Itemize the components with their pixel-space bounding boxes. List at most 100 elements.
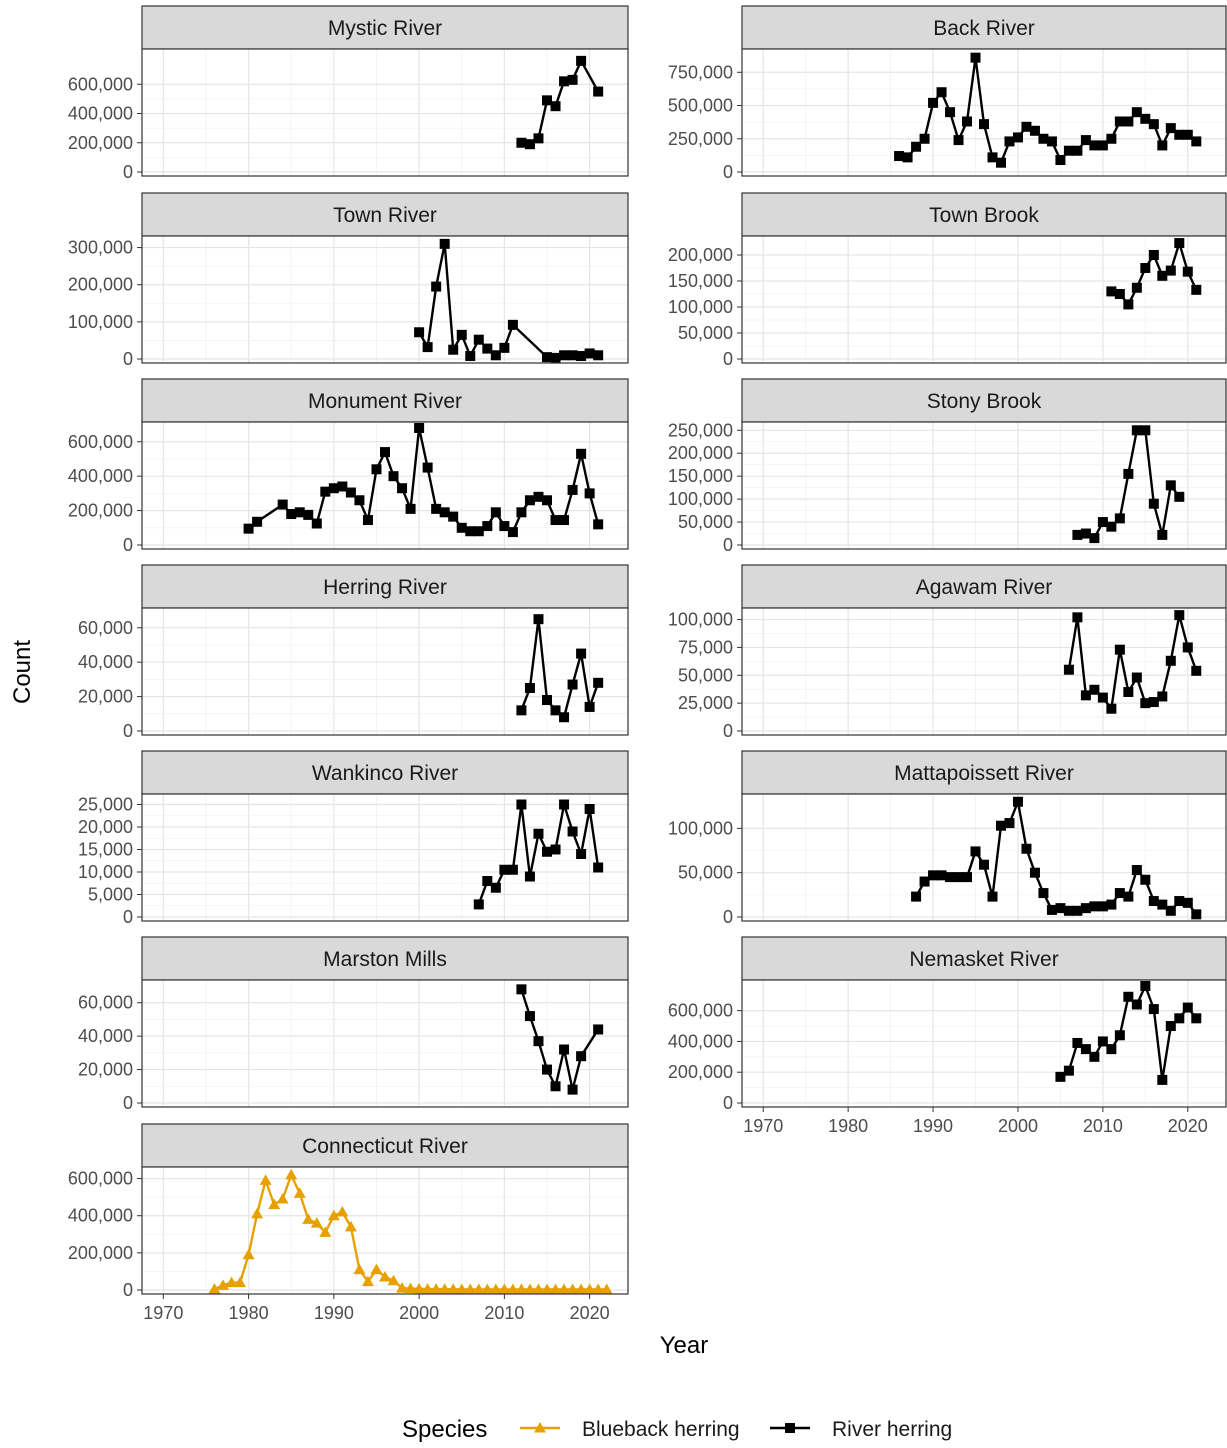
data-point bbox=[456, 522, 467, 533]
data-point bbox=[473, 899, 484, 910]
data-point bbox=[302, 1213, 315, 1224]
y-tick-label-nemasket-river: 0 bbox=[723, 1093, 733, 1113]
plot-area-agawam-river bbox=[742, 608, 1226, 735]
data-point bbox=[1174, 896, 1185, 907]
data-point bbox=[243, 523, 254, 534]
data-point bbox=[1131, 672, 1142, 683]
panel-border-agawam-river bbox=[741, 607, 1227, 736]
y-tick-label-herring-river: 60,000 bbox=[78, 618, 133, 638]
data-point bbox=[252, 516, 263, 527]
data-point bbox=[259, 1174, 272, 1185]
data-point bbox=[584, 488, 595, 499]
y-tick-label-town-river: 300,000 bbox=[68, 238, 133, 258]
y-tick-label-herring-river: 40,000 bbox=[78, 652, 133, 672]
markers-mattapoissett-river bbox=[911, 796, 1202, 920]
y-tick-label-town-brook: 100,000 bbox=[668, 297, 733, 317]
data-point bbox=[472, 1283, 485, 1294]
data-point bbox=[388, 471, 399, 482]
data-point bbox=[490, 350, 501, 361]
data-point bbox=[1165, 655, 1176, 666]
strip-title-marston-mills: Marston Mills bbox=[323, 948, 447, 971]
data-point bbox=[1174, 238, 1185, 249]
data-point bbox=[1097, 1036, 1108, 1047]
data-point bbox=[970, 846, 981, 857]
data-point bbox=[532, 1283, 545, 1294]
data-point bbox=[431, 503, 442, 514]
data-point bbox=[499, 521, 510, 532]
data-point bbox=[995, 820, 1006, 831]
data-point bbox=[1097, 517, 1108, 528]
data-point bbox=[1131, 425, 1142, 436]
data-point bbox=[523, 1283, 536, 1294]
data-point bbox=[303, 509, 314, 520]
data-point bbox=[1114, 116, 1125, 127]
data-point bbox=[953, 135, 964, 146]
y-tick-label-herring-river: 0 bbox=[123, 721, 133, 741]
y-tick-label-town-brook: 200,000 bbox=[668, 245, 733, 265]
data-point bbox=[225, 1276, 238, 1288]
strip-monument-river bbox=[141, 378, 629, 423]
legend: Species Blueback herring River herring bbox=[402, 1416, 952, 1443]
data-point bbox=[431, 281, 442, 292]
plot-area-herring-river bbox=[142, 608, 628, 735]
data-point bbox=[1191, 665, 1202, 676]
data-point bbox=[1148, 896, 1159, 907]
data-point bbox=[1191, 1013, 1202, 1024]
panel-herring-river: Herring River 0 20,000 40,000 60,000 bbox=[78, 564, 629, 741]
data-point bbox=[311, 518, 322, 529]
strip-wankinco-river bbox=[141, 750, 629, 795]
x-tick-label-nemasket-river: 1990 bbox=[913, 1116, 953, 1136]
legend-key-marker bbox=[534, 1422, 546, 1433]
y-tick-label-wankinco-river: 15,000 bbox=[78, 840, 133, 860]
data-point bbox=[1046, 136, 1057, 147]
strip-title-monument-river: Monument River bbox=[308, 390, 462, 413]
y-tick-label-mattapoissett-river: 0 bbox=[723, 907, 733, 927]
data-point bbox=[1123, 299, 1134, 310]
strip-mystic-river bbox=[141, 5, 629, 50]
y-tick-label-town-river: 200,000 bbox=[68, 275, 133, 295]
data-point bbox=[1165, 480, 1176, 491]
data-point bbox=[962, 872, 973, 883]
data-point bbox=[482, 343, 493, 354]
y-tick-label-town-brook: 0 bbox=[723, 349, 733, 369]
data-point bbox=[953, 872, 964, 883]
strip-herring-river bbox=[141, 564, 629, 609]
y-tick-label-mystic-river: 0 bbox=[123, 162, 133, 182]
data-point bbox=[1114, 513, 1125, 524]
data-point bbox=[1174, 610, 1185, 621]
data-point bbox=[380, 447, 390, 458]
markers-agawam-river bbox=[1063, 610, 1202, 714]
strip-title-connecticut-river: Connecticut River bbox=[302, 1135, 468, 1158]
y-tick-label-wankinco-river: 20,000 bbox=[78, 817, 133, 837]
data-point bbox=[1089, 140, 1100, 151]
data-point bbox=[576, 1051, 587, 1062]
data-point bbox=[448, 344, 459, 355]
data-point bbox=[524, 1011, 535, 1022]
data-point bbox=[464, 1283, 477, 1294]
strip-title-stony-brook: Stony Brook bbox=[927, 390, 1042, 413]
data-point bbox=[387, 1274, 400, 1286]
grid-monument-river bbox=[142, 422, 628, 549]
strip-back-river bbox=[741, 5, 1227, 50]
data-point bbox=[533, 614, 544, 625]
data-point bbox=[567, 74, 578, 85]
data-point bbox=[1114, 289, 1125, 299]
data-point bbox=[1106, 521, 1117, 532]
data-point bbox=[1080, 135, 1091, 146]
data-point bbox=[1148, 498, 1159, 509]
data-point bbox=[567, 826, 578, 837]
data-point bbox=[1131, 107, 1142, 118]
data-point bbox=[489, 1283, 502, 1294]
data-point bbox=[251, 1207, 264, 1219]
data-point bbox=[422, 342, 433, 353]
y-tick-label-wankinco-river: 10,000 bbox=[78, 862, 133, 882]
data-point bbox=[567, 484, 578, 495]
y-tick-label-mystic-river: 200,000 bbox=[68, 133, 133, 153]
legend-label: Blueback herring bbox=[582, 1418, 740, 1441]
data-point bbox=[1191, 909, 1202, 920]
data-point bbox=[1106, 133, 1117, 144]
panel-connecticut-river: Connecticut River 0 200,000 400,000 600,000 1… bbox=[68, 1123, 629, 1323]
panel-border-herring-river bbox=[141, 607, 629, 736]
data-point bbox=[1114, 888, 1125, 899]
data-point bbox=[550, 101, 561, 112]
